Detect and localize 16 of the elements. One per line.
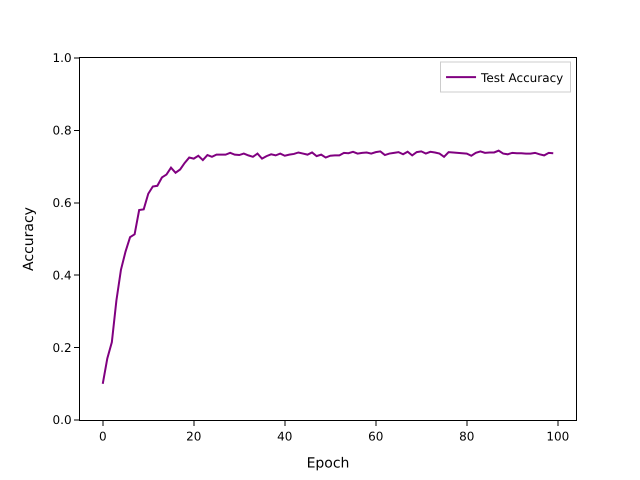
line-series: [102, 150, 554, 385]
y-tick-label: 0.0: [52, 413, 72, 428]
x-tick-label: 100: [546, 429, 570, 444]
y-tick-label: 0.4: [52, 268, 72, 282]
y-tick-label: 1.0: [52, 51, 72, 66]
x-tick-label: 20: [186, 429, 202, 444]
x-tick-label: 0: [98, 429, 107, 444]
y-axis-title: Accuracy: [21, 207, 38, 271]
x-tick-label: 60: [368, 429, 384, 444]
legend-label: Test Accuracy: [480, 70, 564, 85]
x-tick-label: 80: [459, 429, 474, 444]
y-tick-label: 0.8: [52, 124, 72, 138]
y-tick-label: 0.2: [52, 340, 72, 355]
x-tick-label: 40: [277, 429, 292, 444]
x-axis-title: Epoch: [306, 456, 350, 472]
y-tick-label: 0.6: [52, 196, 72, 210]
